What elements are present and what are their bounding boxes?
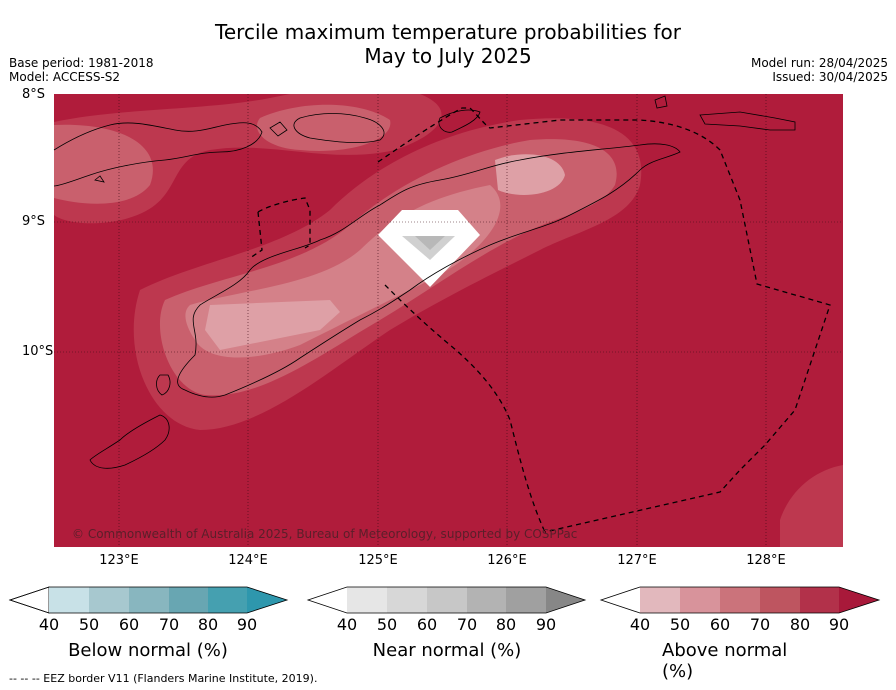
near-colorbar-segment-1 xyxy=(387,587,427,613)
tick-near-60: 60 xyxy=(416,615,438,634)
title-line-1: Tercile maximum temperature probabilitie… xyxy=(215,20,681,44)
near-colorbar-segment-0 xyxy=(347,587,387,613)
above-colorbar-segment-1 xyxy=(680,587,720,613)
wetar-island xyxy=(438,109,481,133)
legend-near-label: Near normal (%) xyxy=(372,640,522,661)
below-colorbar-segment-0 xyxy=(49,587,89,613)
eez-footnote: -- -- -- EEZ border V11 (Flanders Marine… xyxy=(9,672,318,685)
below-colorbar-segment-3 xyxy=(169,587,208,613)
lon-label-123e: 123°E xyxy=(99,553,139,568)
tick-above-60: 60 xyxy=(709,615,731,634)
coastlines xyxy=(53,95,796,469)
flores-coast-1 xyxy=(53,122,263,187)
legend-below-label: Below normal (%) xyxy=(68,640,228,661)
lat-label-10s: 10°S xyxy=(22,344,54,359)
lat-label-9s: 9°S xyxy=(22,214,46,229)
tick-near-70: 70 xyxy=(456,615,478,634)
eez-border xyxy=(249,107,831,533)
below-colorbar-segment-2 xyxy=(129,587,169,613)
tick-near-50: 50 xyxy=(376,615,398,634)
colorbar-below xyxy=(8,586,289,614)
contour-east-50 xyxy=(495,154,565,195)
timor-coastline xyxy=(177,143,681,398)
below-colorbar-segment-5 xyxy=(247,587,287,613)
copyright-notice: © Commonwealth of Australia 2025, Bureau… xyxy=(72,527,578,541)
lon-label-128e: 128°E xyxy=(746,553,786,568)
tick-above-80: 80 xyxy=(789,615,811,634)
tick-below-90: 90 xyxy=(236,615,258,634)
base-period: Base period: 1981-2018 xyxy=(9,56,154,70)
lat-label-8s: 8°S xyxy=(22,87,46,102)
tick-below-60: 60 xyxy=(118,615,140,634)
chart-title: Tercile maximum temperature probabilitie… xyxy=(0,20,896,68)
probability-contours xyxy=(54,94,843,547)
above-colorbar-segment-0 xyxy=(640,587,680,613)
tick-below-50: 50 xyxy=(78,615,100,634)
tick-near-80: 80 xyxy=(495,615,517,634)
near-colorbar-segment-2 xyxy=(427,587,467,613)
near-colorbar-segment-5 xyxy=(546,587,585,613)
rote-island xyxy=(89,414,170,469)
title-line-2: May to July 2025 xyxy=(364,44,532,68)
tick-near-40: 40 xyxy=(336,615,358,634)
tick-above-50: 50 xyxy=(669,615,691,634)
small-islands xyxy=(94,121,288,183)
above-colorbar-segment-3 xyxy=(760,587,800,613)
lon-label-125e: 125°E xyxy=(358,553,398,568)
tick-above-70: 70 xyxy=(749,615,771,634)
tick-above-40: 40 xyxy=(629,615,651,634)
meta-right: Model run: 28/04/2025 Issued: 30/04/2025 xyxy=(751,56,888,84)
issued-date: Issued: 30/04/2025 xyxy=(772,70,888,84)
model-run: Model run: 28/04/2025 xyxy=(750,56,888,70)
gridlines xyxy=(54,94,843,547)
tick-above-90: 90 xyxy=(828,615,850,634)
near-colorbar-segment-3 xyxy=(467,587,506,613)
tick-below-70: 70 xyxy=(158,615,180,634)
near-colorbar-segment-4 xyxy=(506,587,546,613)
below-colorbar-segment-4 xyxy=(208,587,247,613)
above-colorbar-segment-2 xyxy=(720,587,760,613)
tick-near-90: 90 xyxy=(535,615,557,634)
lon-label-124e: 124°E xyxy=(228,553,268,568)
meta-left: Base period: 1981-2018 Model: ACCESS-S2 xyxy=(9,56,154,84)
alor-island xyxy=(293,113,385,143)
above-colorbar-segment-5 xyxy=(839,587,879,613)
contour-southeast-corner xyxy=(780,465,843,547)
tick-below-40: 40 xyxy=(38,615,60,634)
semau-island xyxy=(156,374,171,396)
above-colorbar-segment-4 xyxy=(800,587,839,613)
contour-north-islands-2 xyxy=(54,124,153,204)
legend-above-label: Above normal (%) xyxy=(662,640,788,682)
colorbar-near xyxy=(306,586,587,614)
lon-label-126e: 126°E xyxy=(487,553,527,568)
no-dominant-area xyxy=(378,210,480,287)
colorbar-above xyxy=(599,586,881,614)
below-colorbar-segment-1 xyxy=(89,587,129,613)
eastern-islands xyxy=(654,95,796,131)
model-name: Model: ACCESS-S2 xyxy=(9,70,121,84)
lon-label-127e: 127°E xyxy=(617,553,657,568)
tick-below-80: 80 xyxy=(197,615,219,634)
contour-center-50 xyxy=(205,300,340,350)
